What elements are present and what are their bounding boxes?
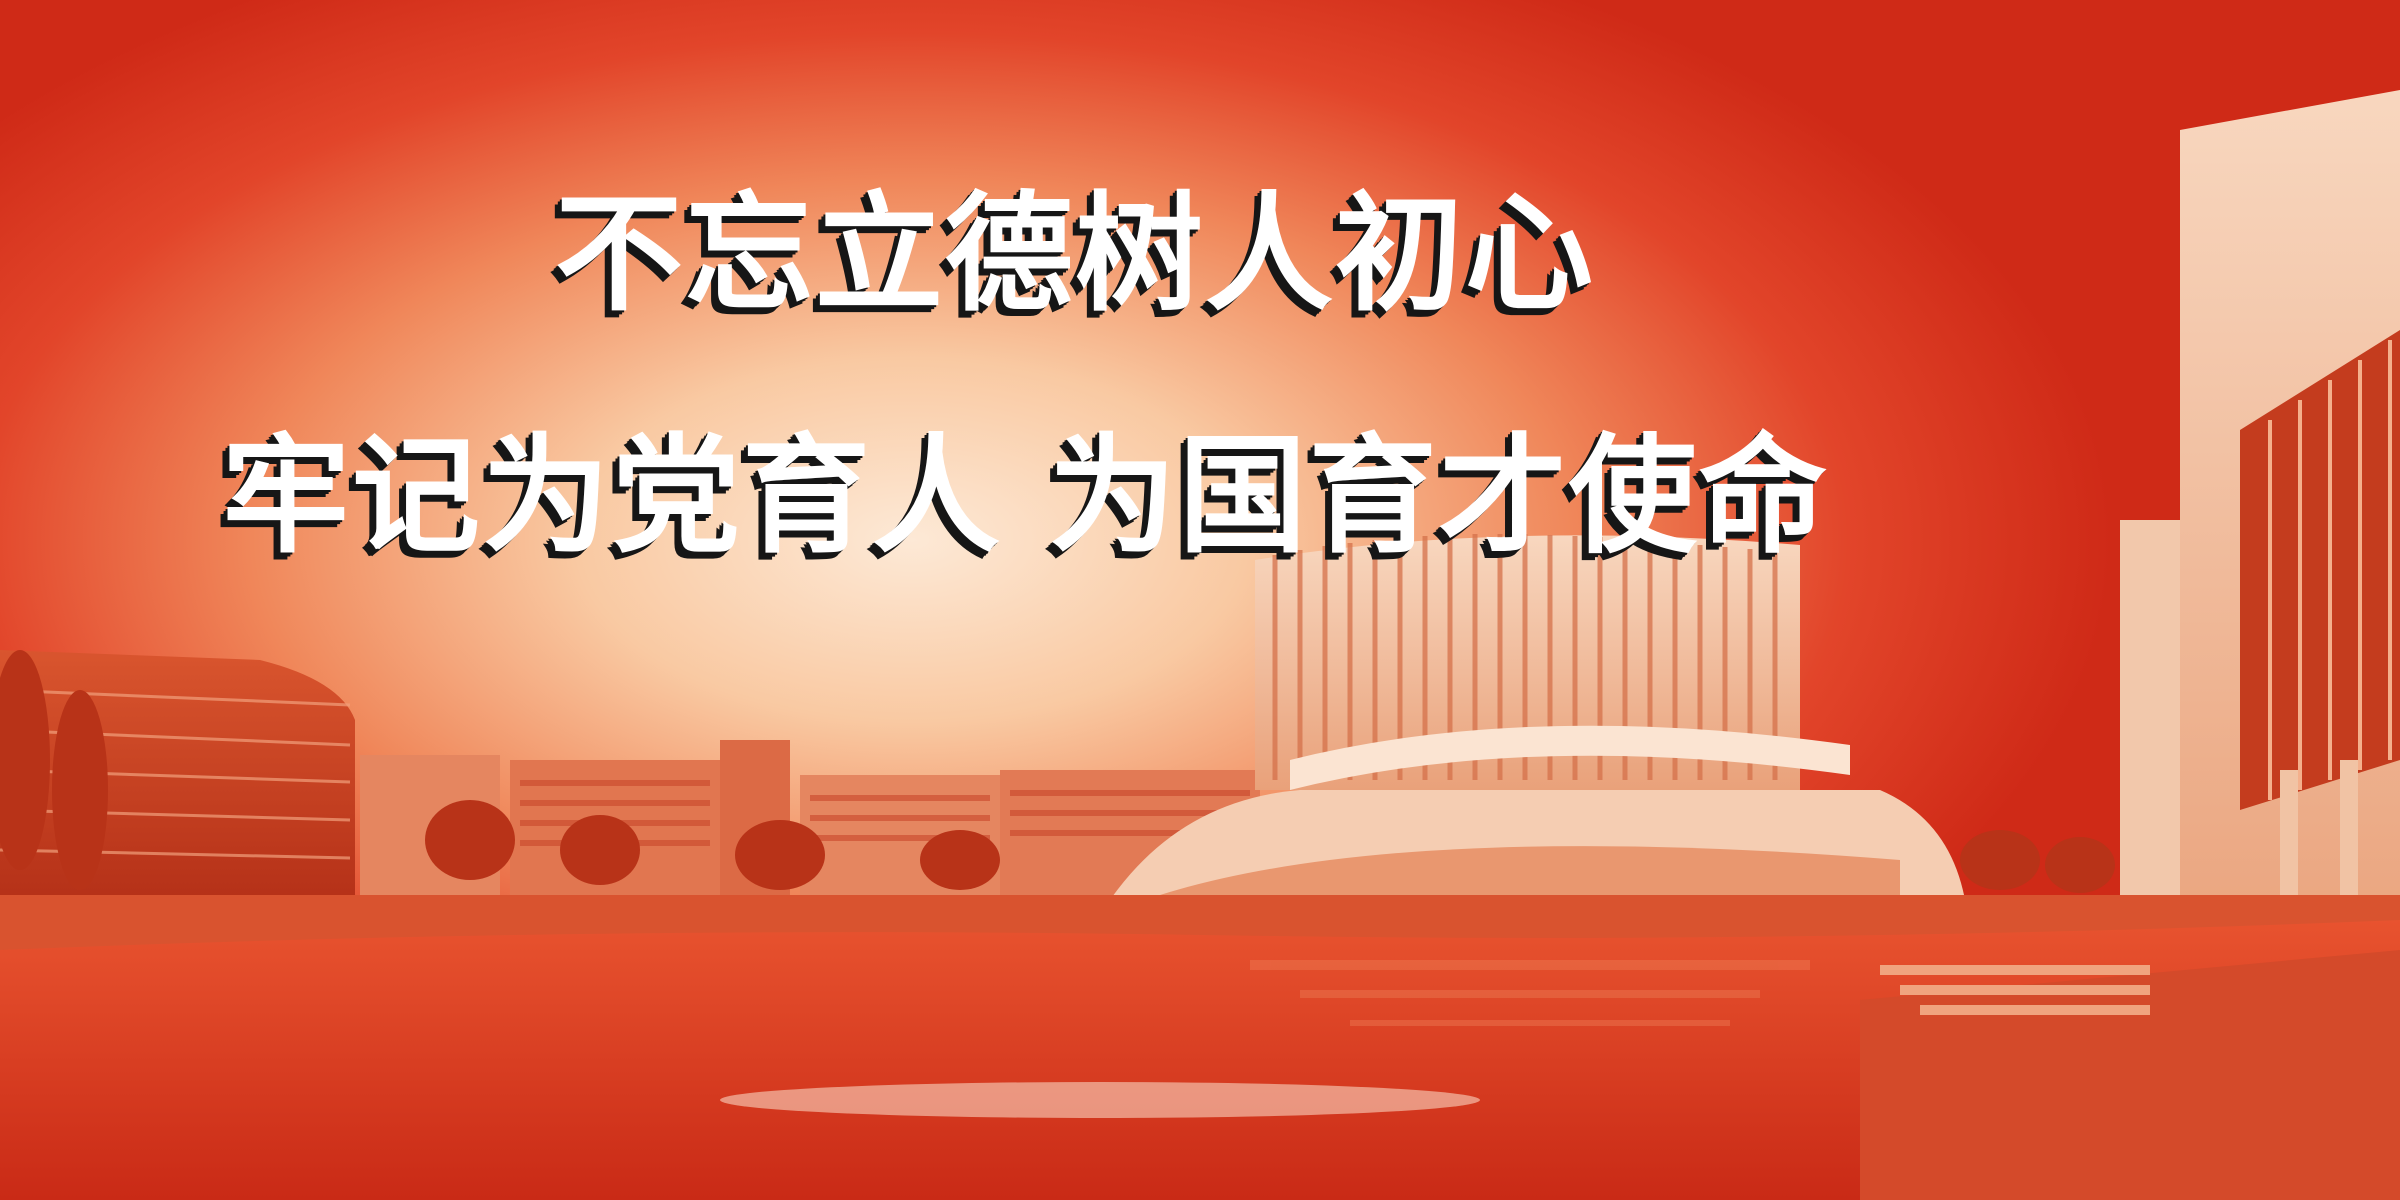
lake xyxy=(0,920,2400,1200)
plaza-steps xyxy=(1860,950,2400,1200)
water-reflection xyxy=(1250,960,1810,1026)
distant-buildings xyxy=(360,740,1260,895)
slogan-line-2: 牢记为党育人 为国育才使命 xyxy=(222,422,1829,571)
central-library-building xyxy=(1110,534,1965,900)
slogan-line-1: 不忘立德树人初心 xyxy=(555,180,1596,329)
trees xyxy=(0,650,2115,893)
light-glow xyxy=(720,1082,1480,1118)
